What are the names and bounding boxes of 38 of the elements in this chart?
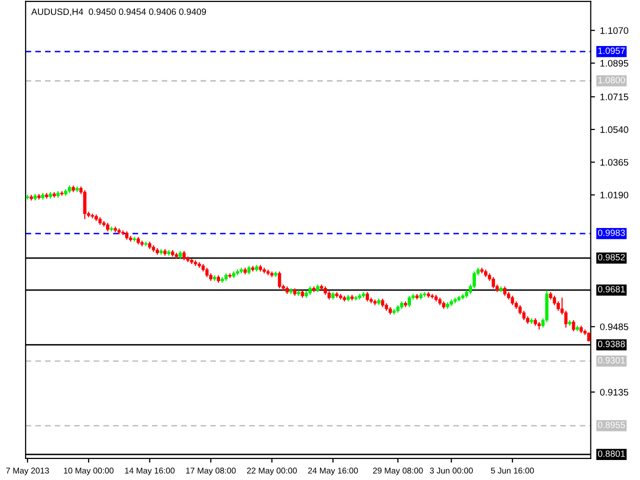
ref-line-label: 0.9983 [598,230,625,236]
x-tick-label: 24 May 16:00 [308,468,358,476]
y-tick-label: 1.0365 [600,159,628,166]
x-tick-label: 5 Jun 16:00 [491,468,534,474]
y-tick-label: 0.9485 [600,323,628,330]
candlestick [518,304,522,316]
candlestick [510,295,514,306]
y-tick-label: 1.0895 [600,60,628,67]
y-tick-label: 1.0540 [600,126,628,133]
candlestick [408,295,411,308]
x-tick-label: 22 May 00:00 [247,468,297,476]
ref-line-label: 1.0800 [598,76,625,84]
x-tick-label: 14 May 16:00 [125,468,175,476]
x-tick-label: 17 May 08:00 [186,468,236,476]
y-tick-label: 1.0715 [600,94,628,100]
ref-line-label: 0.8955 [598,422,625,428]
x-tick-label: 10 May 00:00 [64,468,114,476]
candlestick [83,190,86,220]
candlestick [366,292,369,302]
candlestick [205,267,209,278]
ref-line-label: 0.9388 [598,340,625,348]
x-tick-label: 7 May 2013 [6,468,49,476]
y-tick-label: 0.9135 [600,388,628,396]
candlestick [492,276,495,289]
candlestick [278,270,282,289]
y-tick-label: 1.0190 [600,192,628,198]
ref-line-label: 0.9301 [598,357,625,364]
ref-line-label: 0.9681 [598,286,625,292]
ref-line-label: 0.9852 [598,254,625,260]
text: AUDUSD,H4 0.9450 0.9454 0.9406 0.9409 [31,8,206,16]
x-tick-label: 3 Jun 00:00 [430,468,473,474]
ref-line-label: 1.0957 [598,48,625,54]
y-tick-label: 1.1070 [600,27,628,34]
ref-line-label: 0.8801 [598,450,625,457]
x-tick-label: 29 May 08:00 [373,468,423,476]
candlestick [182,250,186,261]
candlestick [572,320,576,332]
candlestick [503,286,506,296]
